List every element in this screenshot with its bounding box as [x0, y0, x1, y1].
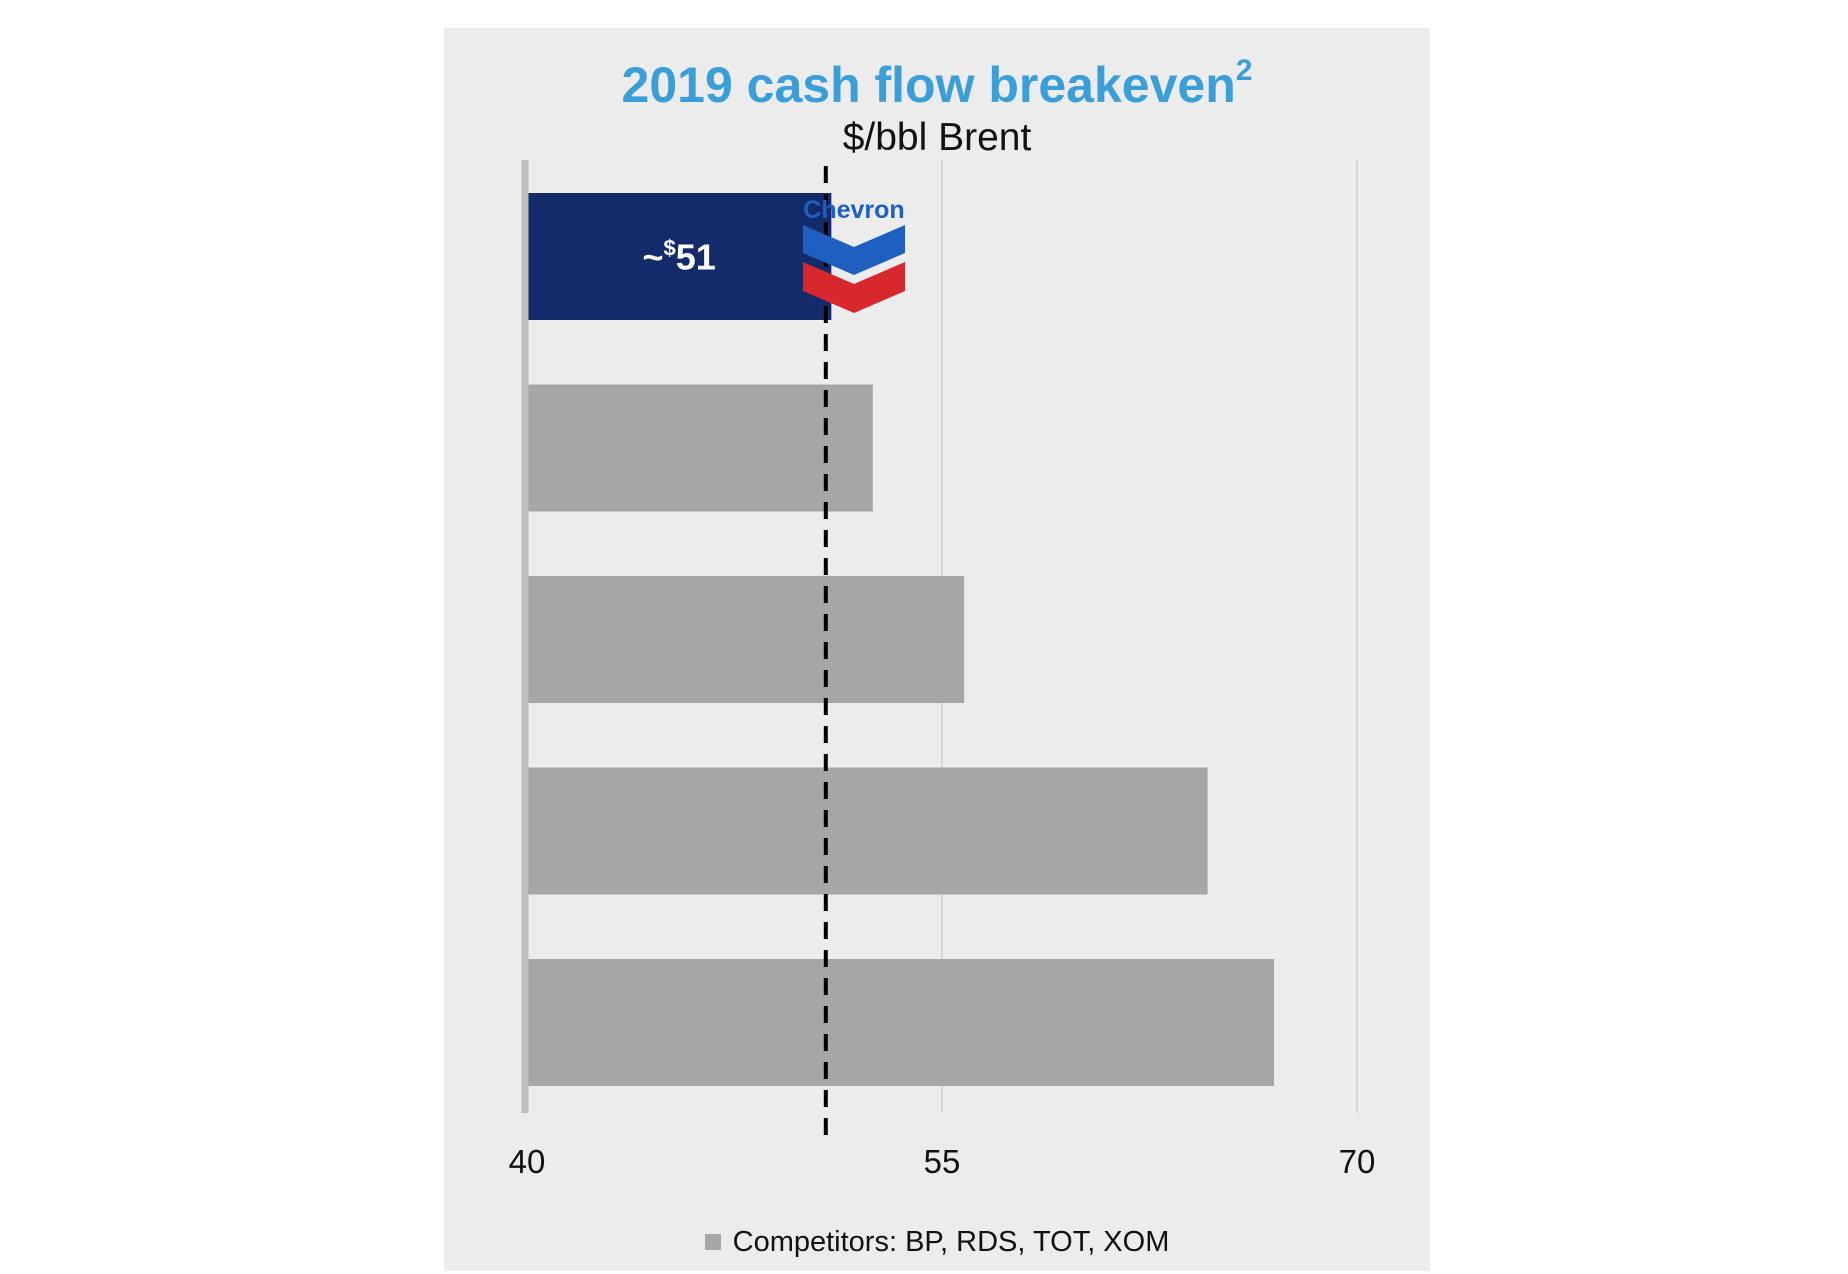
bar-chart: ~$51 40 55 70 Chevron: [509, 160, 1376, 1180]
bar: [527, 384, 873, 512]
x-tick-label: 40: [509, 1143, 546, 1180]
bar: [527, 959, 1274, 1086]
legend-label: Competitors: BP, RDS, TOT, XOM: [732, 1226, 1170, 1258]
x-tick-label: 55: [924, 1143, 961, 1180]
x-tick-label: 70: [1339, 1143, 1376, 1180]
data-label: ~$51: [643, 236, 716, 278]
chart-panel: 2019 cash flow breakeven2 $/bbl Brent ~$…: [444, 28, 1430, 1271]
chart-subtitle: $/bbl Brent: [842, 116, 1032, 159]
chevron-logo-icon: Chevron: [803, 196, 905, 313]
legend-swatch: [704, 1234, 721, 1250]
bar: [527, 767, 1208, 895]
logo-wordmark: Chevron: [803, 196, 904, 224]
chart-legend: Competitors: BP, RDS, TOT, XOM: [444, 1226, 1430, 1259]
chart-title-footnote: 2: [1235, 54, 1253, 87]
logo-chevron-blue: [803, 225, 905, 275]
bar: [527, 576, 965, 703]
bar: [527, 193, 832, 320]
logo-chevron-red: [803, 262, 905, 313]
chart-title-text: 2019 cash flow breakeven: [621, 57, 1236, 113]
chart-title: 2019 cash flow breakeven2: [444, 54, 1430, 114]
